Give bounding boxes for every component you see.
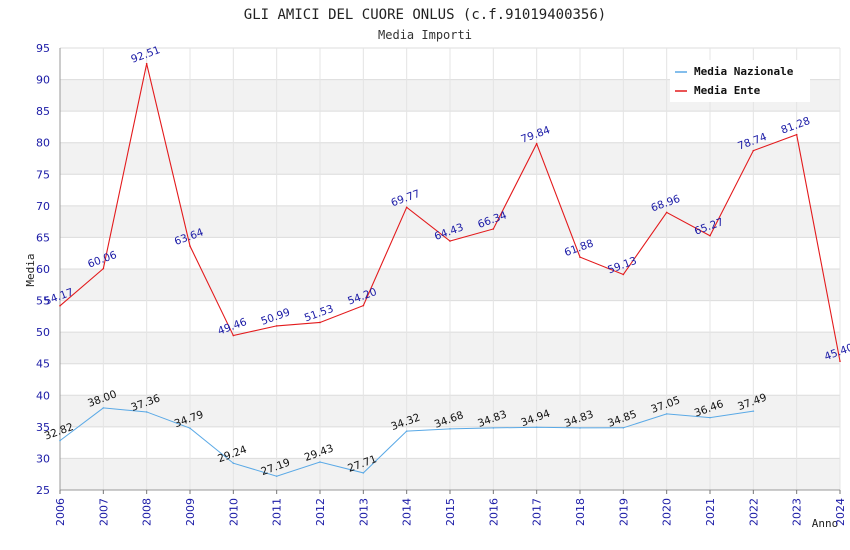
y-tick-label: 90 <box>36 74 50 87</box>
data-point <box>795 133 798 136</box>
y-axis-ticks: 25 30 35 40 45 50 55 60 65 70 75 80 85 90 95 <box>36 42 50 497</box>
data-point <box>319 461 321 463</box>
x-tick-label: 2007 <box>97 498 110 526</box>
x-tick-label: 2010 <box>227 498 240 526</box>
data-point <box>189 427 191 429</box>
data-point <box>622 427 625 429</box>
data-point <box>275 475 278 477</box>
y-tick-label: 40 <box>36 389 50 402</box>
x-tick-label: 2013 <box>357 498 370 526</box>
y-tick-label: 30 <box>36 452 50 465</box>
data-point <box>275 325 278 327</box>
y-tick-label: 45 <box>36 358 50 371</box>
data-point <box>535 426 538 429</box>
data-point <box>492 228 495 230</box>
y-tick-label: 95 <box>36 42 50 55</box>
x-tick-label: 2008 <box>141 498 154 526</box>
data-point <box>145 411 148 413</box>
data-point <box>449 240 451 242</box>
data-point <box>839 360 841 362</box>
data-point <box>362 472 365 474</box>
data-point <box>709 234 711 237</box>
data-point <box>59 305 61 307</box>
data-point <box>709 416 711 419</box>
data-point <box>449 428 451 430</box>
data-point <box>232 462 235 465</box>
data-point <box>102 267 105 270</box>
x-tick-label: 2009 <box>184 498 197 526</box>
x-tick-label: 2006 <box>54 498 67 526</box>
x-axis-label: Anno <box>812 517 839 530</box>
data-point <box>622 273 625 276</box>
y-tick-label: 65 <box>36 231 50 244</box>
x-tick-label: 2019 <box>617 498 630 526</box>
y-tick-label: 60 <box>36 263 50 276</box>
data-point <box>752 410 755 412</box>
x-tick-label: 2022 <box>747 498 760 526</box>
x-tick-label: 2015 <box>444 498 457 526</box>
data-point <box>102 407 105 409</box>
x-axis-ticks: 2006 2007 2008 2009 2010 2011 2012 2013 2014 2015… <box>54 490 847 526</box>
data-point <box>665 211 668 214</box>
y-tick-label: 35 <box>36 421 50 434</box>
data-point <box>319 321 321 324</box>
x-tick-label: 2017 <box>531 498 544 526</box>
legend-label-nazionale: Media Nazionale <box>694 65 794 78</box>
data-point <box>579 256 581 258</box>
chart-title: GLI AMICI DEL CUORE ONLUS (c.f.910194003… <box>244 7 606 23</box>
y-tick-label: 55 <box>36 295 50 308</box>
data-point <box>579 427 581 429</box>
legend: Media Nazionale Media Ente <box>670 60 810 102</box>
y-tick-label: 75 <box>36 168 50 181</box>
data-point <box>59 439 61 442</box>
y-tick-label: 25 <box>36 484 50 497</box>
x-tick-label: 2016 <box>487 498 500 526</box>
x-tick-label: 2020 <box>661 498 674 526</box>
y-tick-label: 85 <box>36 105 50 118</box>
data-point <box>232 334 235 337</box>
data-point <box>405 430 408 432</box>
data-point <box>492 427 495 429</box>
x-tick-label: 2018 <box>574 498 587 526</box>
series-lines <box>59 62 841 477</box>
data-point <box>752 149 755 152</box>
legend-box <box>670 60 810 102</box>
data-point <box>665 413 668 415</box>
data-point <box>362 304 365 307</box>
y-axis-label: Media <box>24 253 37 286</box>
x-tick-label: 2021 <box>704 498 717 526</box>
x-tick-label: 2014 <box>401 498 414 526</box>
x-tick-label: 2024 <box>834 498 847 526</box>
y-tick-label: 50 <box>36 326 50 339</box>
y-tick-label: 70 <box>36 200 50 213</box>
chart-subtitle: Media Importi <box>378 28 472 42</box>
y-tick-label: 80 <box>36 137 50 150</box>
x-tick-label: 2011 <box>271 498 284 526</box>
data-point <box>189 245 191 247</box>
data-point <box>405 206 408 209</box>
legend-label-ente: Media Ente <box>694 84 761 97</box>
data-point <box>145 62 148 65</box>
x-tick-label: 2012 <box>314 498 327 526</box>
data-point <box>535 142 538 145</box>
x-tick-label: 2023 <box>791 498 804 526</box>
